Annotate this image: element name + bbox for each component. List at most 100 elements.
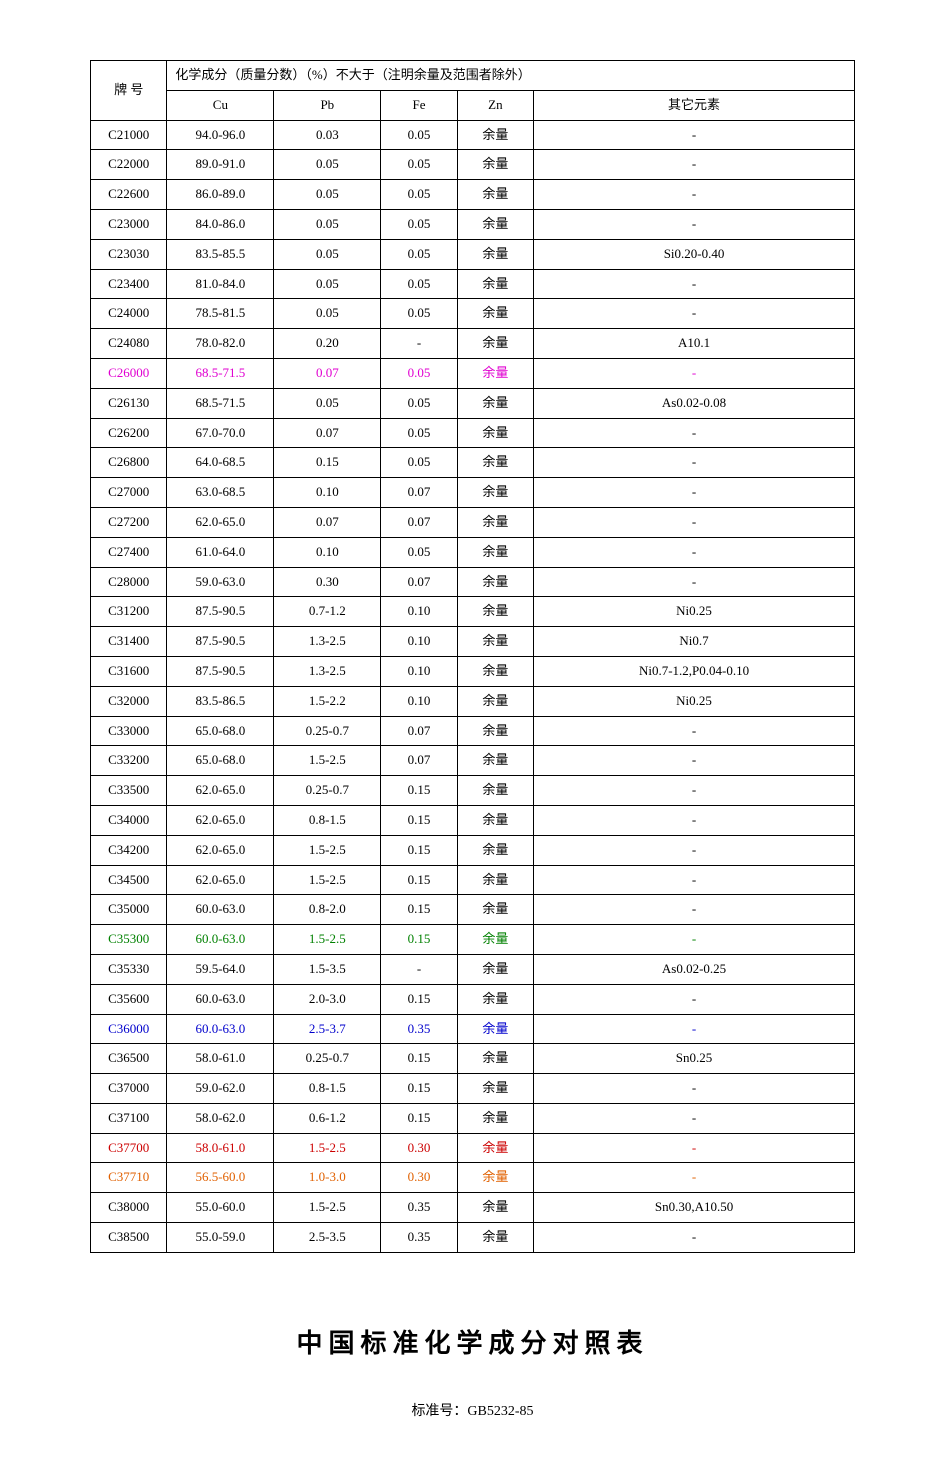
cell-other: - (534, 1163, 855, 1193)
cell-zn: 余量 (457, 120, 533, 150)
cell-cu: 60.0-63.0 (167, 895, 274, 925)
cell-cu: 65.0-68.0 (167, 716, 274, 746)
table-row: C3420062.0-65.01.5-2.50.15余量- (91, 835, 855, 865)
cell-grade: C37710 (91, 1163, 167, 1193)
cell-cu: 84.0-86.0 (167, 209, 274, 239)
cell-other: - (534, 448, 855, 478)
cell-fe: 0.05 (381, 418, 457, 448)
cell-grade: C27400 (91, 537, 167, 567)
cell-zn: 余量 (457, 954, 533, 984)
cell-zn: 余量 (457, 269, 533, 299)
cell-pb: 0.05 (274, 269, 381, 299)
cell-cu: 68.5-71.5 (167, 358, 274, 388)
cell-pb: 1.5-2.5 (274, 925, 381, 955)
cell-grade: C27200 (91, 507, 167, 537)
cell-fe: 0.15 (381, 776, 457, 806)
cell-zn: 余量 (457, 686, 533, 716)
table-row: C3500060.0-63.00.8-2.00.15余量- (91, 895, 855, 925)
cell-fe: 0.05 (381, 358, 457, 388)
cell-other: - (534, 925, 855, 955)
cell-other: Ni0.25 (534, 686, 855, 716)
table-row: C3771056.5-60.01.0-3.00.30余量- (91, 1163, 855, 1193)
cell-zn: 余量 (457, 239, 533, 269)
table-row: C3120087.5-90.50.7-1.20.10余量Ni0.25 (91, 597, 855, 627)
cell-cu: 62.0-65.0 (167, 805, 274, 835)
cell-pb: 1.5-2.5 (274, 1193, 381, 1223)
table-row: C2408078.0-82.00.20-余量A10.1 (91, 329, 855, 359)
cell-fe: 0.15 (381, 895, 457, 925)
cell-grade: C31200 (91, 597, 167, 627)
cell-cu: 68.5-71.5 (167, 388, 274, 418)
cell-grade: C26800 (91, 448, 167, 478)
cell-pb: 2.5-3.5 (274, 1223, 381, 1253)
table-row: C3800055.0-60.01.5-2.50.35余量Sn0.30,A10.5… (91, 1193, 855, 1223)
cell-zn: 余量 (457, 1074, 533, 1104)
table-row: C3200083.5-86.51.5-2.20.10余量Ni0.25 (91, 686, 855, 716)
cell-zn: 余量 (457, 1163, 533, 1193)
cell-grade: C35600 (91, 984, 167, 1014)
table-row: C2303083.5-85.50.050.05余量Si0.20-0.40 (91, 239, 855, 269)
cell-fe: 0.15 (381, 1074, 457, 1104)
cell-cu: 87.5-90.5 (167, 656, 274, 686)
cell-pb: 1.5-2.5 (274, 746, 381, 776)
cell-other: - (534, 716, 855, 746)
cell-other: - (534, 269, 855, 299)
cell-fe: 0.15 (381, 925, 457, 955)
cell-pb: 0.07 (274, 418, 381, 448)
table-row: C2720062.0-65.00.070.07余量- (91, 507, 855, 537)
cell-pb: 0.07 (274, 507, 381, 537)
cell-other: Sn0.25 (534, 1044, 855, 1074)
cell-zn: 余量 (457, 776, 533, 806)
cell-grade: C37700 (91, 1133, 167, 1163)
cell-grade: C33500 (91, 776, 167, 806)
cell-other: - (534, 478, 855, 508)
cell-cu: 58.0-61.0 (167, 1133, 274, 1163)
cell-other: - (534, 507, 855, 537)
table-row: C3320065.0-68.01.5-2.50.07余量- (91, 746, 855, 776)
cell-cu: 58.0-61.0 (167, 1044, 274, 1074)
cell-zn: 余量 (457, 865, 533, 895)
cell-fe: 0.07 (381, 478, 457, 508)
cell-grade: C33200 (91, 746, 167, 776)
cell-grade: C22600 (91, 180, 167, 210)
table-row: C3350062.0-65.00.25-0.70.15余量- (91, 776, 855, 806)
cell-pb: 0.25-0.7 (274, 776, 381, 806)
cell-fe: - (381, 329, 457, 359)
cell-other: As0.02-0.08 (534, 388, 855, 418)
cell-fe: 0.05 (381, 269, 457, 299)
cell-fe: 0.30 (381, 1163, 457, 1193)
cell-zn: 余量 (457, 418, 533, 448)
cell-fe: 0.07 (381, 716, 457, 746)
cell-grade: C37000 (91, 1074, 167, 1104)
cell-other: - (534, 776, 855, 806)
cell-cu: 60.0-63.0 (167, 1014, 274, 1044)
cell-zn: 余量 (457, 567, 533, 597)
cell-fe: 0.05 (381, 150, 457, 180)
cell-pb: 0.8-1.5 (274, 805, 381, 835)
cell-fe: 0.05 (381, 537, 457, 567)
cell-fe: - (381, 954, 457, 984)
table-row: C3710058.0-62.00.6-1.20.15余量- (91, 1103, 855, 1133)
cell-fe: 0.07 (381, 567, 457, 597)
cell-other: Ni0.25 (534, 597, 855, 627)
cell-pb: 0.05 (274, 180, 381, 210)
cell-pb: 0.05 (274, 209, 381, 239)
cell-cu: 81.0-84.0 (167, 269, 274, 299)
cell-cu: 62.0-65.0 (167, 507, 274, 537)
cell-grade: C26000 (91, 358, 167, 388)
cell-fe: 0.15 (381, 805, 457, 835)
table-row: C3160087.5-90.51.3-2.50.10余量Ni0.7-1.2,P0… (91, 656, 855, 686)
cell-other: - (534, 984, 855, 1014)
cell-pb: 0.05 (274, 239, 381, 269)
cell-fe: 0.15 (381, 1103, 457, 1133)
cell-zn: 余量 (457, 448, 533, 478)
cell-grade: C36500 (91, 1044, 167, 1074)
cell-fe: 0.05 (381, 120, 457, 150)
table-row: C3140087.5-90.51.3-2.50.10余量Ni0.7 (91, 627, 855, 657)
cell-zn: 余量 (457, 895, 533, 925)
cell-pb: 0.8-2.0 (274, 895, 381, 925)
col-title: 化学成分（质量分数）（%）不大于（注明余量及范围者除外） (167, 61, 855, 91)
table-row: C3533059.5-64.01.5-3.5-余量As0.02-0.25 (91, 954, 855, 984)
cell-cu: 55.0-59.0 (167, 1223, 274, 1253)
cell-pb: 0.30 (274, 567, 381, 597)
